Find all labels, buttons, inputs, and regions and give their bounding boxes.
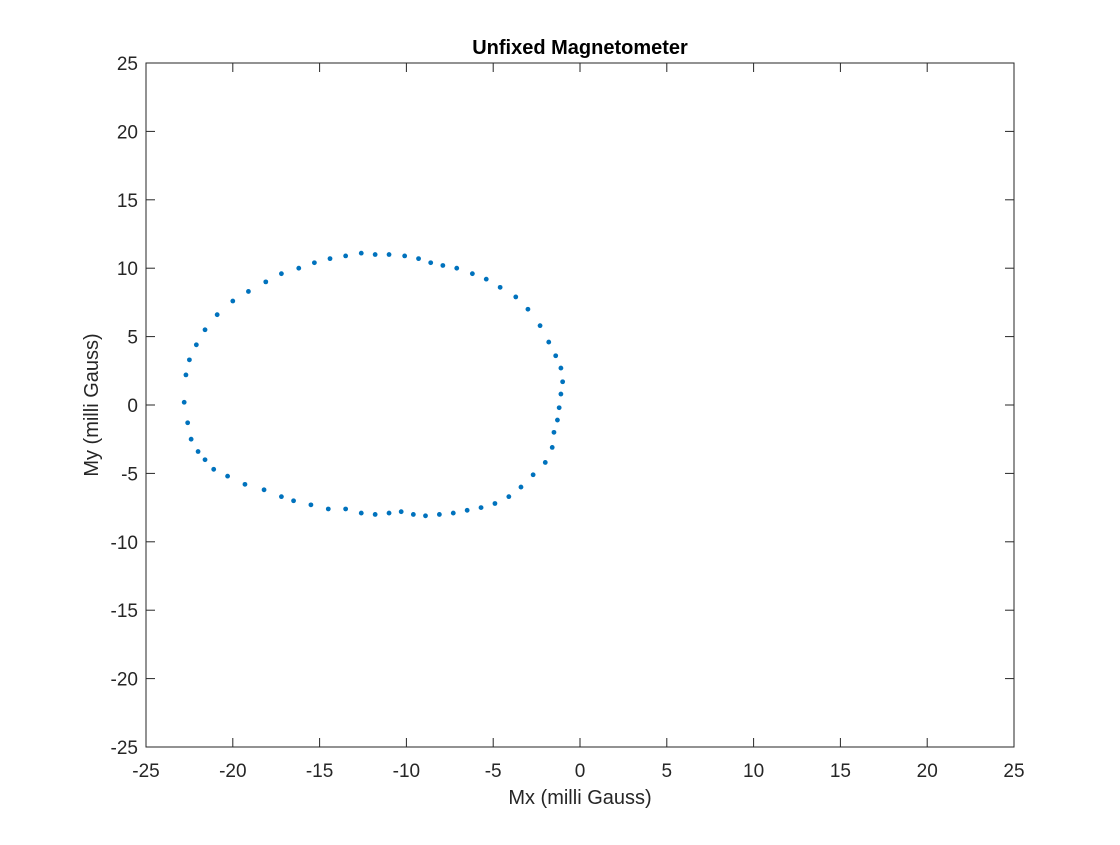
data-point (546, 339, 552, 345)
y-tick-label: 25 (117, 54, 138, 75)
data-point (181, 399, 187, 405)
data-point (246, 289, 251, 294)
x-tick-label: -10 (393, 761, 420, 782)
data-point (423, 513, 428, 519)
x-tick-label: 5 (662, 761, 673, 782)
data-point (560, 379, 566, 385)
y-tick-label: 15 (117, 191, 138, 212)
data-point (193, 342, 199, 348)
data-point (428, 260, 434, 266)
data-point (542, 460, 548, 465)
data-point (386, 252, 392, 257)
data-point (440, 263, 446, 268)
x-tick-label: 20 (917, 761, 938, 782)
data-point (436, 512, 442, 517)
data-point (558, 365, 564, 371)
data-point (416, 256, 421, 262)
data-point (211, 466, 217, 472)
x-tick-label: 0 (575, 761, 586, 782)
data-point (279, 494, 284, 500)
data-point (492, 501, 498, 506)
data-point (308, 502, 314, 508)
data-point (530, 472, 536, 478)
y-tick-label: -20 (111, 670, 138, 691)
data-points (181, 250, 566, 519)
y-tick-label: -10 (111, 533, 138, 554)
y-tick-label: -25 (111, 738, 138, 759)
data-point (263, 279, 269, 285)
data-point (343, 253, 349, 259)
y-axis-label: My (milli Gauss) (81, 333, 103, 476)
data-point (372, 252, 378, 257)
x-tick-label: -25 (132, 761, 159, 782)
y-tick-label: -15 (111, 601, 138, 622)
data-point (214, 312, 220, 318)
data-point (398, 509, 404, 515)
data-point (185, 420, 191, 426)
y-tick-label: 0 (127, 396, 138, 417)
data-point (556, 405, 562, 411)
y-tick-label: 10 (117, 259, 138, 280)
data-point (242, 481, 248, 487)
data-point (311, 260, 317, 266)
data-point (358, 510, 364, 516)
x-tick-label: 10 (743, 761, 764, 782)
data-point (454, 265, 460, 271)
data-point (202, 327, 208, 333)
data-point (410, 512, 416, 517)
y-tick-label: 20 (117, 122, 138, 143)
data-point (343, 506, 349, 512)
data-point (325, 506, 331, 512)
data-point (483, 276, 489, 282)
chart-title: Unfixed Magnetometer (472, 37, 688, 59)
data-point (183, 372, 189, 378)
data-point (230, 298, 236, 304)
data-point (402, 253, 408, 259)
plot-frame (145, 62, 1015, 748)
y-tick-label: 5 (127, 328, 138, 349)
data-point (372, 512, 378, 517)
data-point (469, 271, 475, 277)
data-point (553, 353, 559, 359)
data-point (551, 429, 557, 435)
data-point (506, 494, 512, 500)
data-point (525, 306, 531, 312)
data-point (537, 323, 543, 329)
data-point (386, 510, 392, 516)
x-tick-label: -20 (219, 761, 246, 782)
data-point (327, 256, 333, 262)
data-point (291, 498, 296, 504)
x-axis-ticks: -25 -20 -15 -10 -5 0 5 10 15 20 25 (132, 63, 1025, 782)
data-point (478, 505, 484, 510)
y-axis-ticks: -25 -20 -15 -10 -5 0 5 10 15 20 25 (111, 54, 1014, 759)
data-point (187, 357, 192, 363)
data-point (188, 436, 194, 442)
data-point (518, 484, 524, 490)
data-point (497, 284, 503, 290)
data-point (296, 265, 302, 271)
data-point (202, 457, 208, 463)
data-point (555, 417, 560, 423)
data-point (450, 510, 456, 516)
x-tick-label: -5 (485, 761, 502, 782)
data-point (513, 294, 519, 300)
data-point (558, 391, 564, 397)
data-point (261, 487, 267, 493)
data-point (464, 507, 470, 513)
x-axis-label: Mx (milli Gauss) (508, 787, 651, 809)
y-tick-label: -5 (121, 464, 138, 485)
x-tick-label: 15 (830, 761, 851, 782)
x-tick-label: -15 (306, 761, 333, 782)
data-point (195, 449, 201, 454)
x-tick-label: 25 (1003, 761, 1024, 782)
data-point (225, 473, 230, 479)
data-point (549, 445, 555, 450)
data-point (279, 271, 284, 277)
data-point (358, 250, 364, 256)
